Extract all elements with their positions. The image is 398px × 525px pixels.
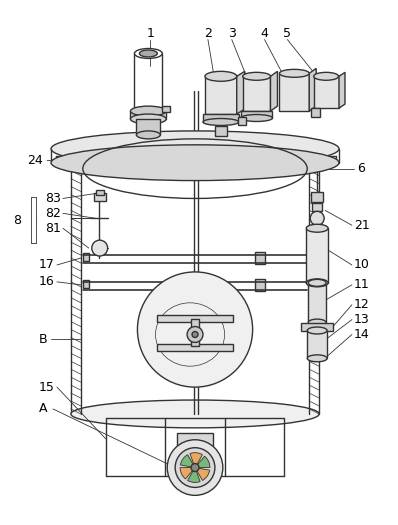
Wedge shape (187, 468, 200, 482)
Ellipse shape (131, 106, 166, 116)
Bar (255, 279, 265, 291)
Ellipse shape (81, 160, 309, 177)
Polygon shape (339, 72, 345, 108)
Ellipse shape (71, 400, 319, 428)
Ellipse shape (307, 327, 327, 334)
Bar (83, 280, 89, 288)
Bar (307, 331, 327, 359)
Bar (279, 74, 309, 111)
Ellipse shape (137, 131, 160, 139)
Ellipse shape (241, 114, 273, 121)
Polygon shape (237, 71, 245, 114)
Ellipse shape (139, 50, 157, 57)
Text: 13: 13 (354, 313, 370, 326)
Polygon shape (309, 68, 316, 111)
Bar (177, 433, 213, 449)
Bar (311, 108, 320, 117)
Bar (162, 106, 170, 112)
Text: 8: 8 (13, 214, 21, 227)
Bar (157, 314, 233, 322)
Bar (301, 322, 333, 331)
Circle shape (187, 327, 203, 342)
Bar (312, 203, 322, 212)
Bar (131, 111, 166, 119)
Bar (308, 283, 326, 322)
Text: 81: 81 (45, 222, 61, 235)
Text: 14: 14 (354, 328, 370, 341)
Bar (203, 114, 239, 122)
Circle shape (137, 272, 253, 387)
Circle shape (192, 331, 198, 338)
Bar (243, 76, 271, 111)
Bar (137, 119, 160, 135)
Text: B: B (39, 333, 48, 346)
Ellipse shape (308, 319, 326, 326)
Ellipse shape (51, 145, 339, 181)
Bar (96, 190, 103, 195)
Circle shape (310, 212, 324, 225)
Circle shape (175, 448, 215, 487)
Text: 5: 5 (283, 27, 291, 40)
Bar (83, 253, 89, 261)
Bar (306, 228, 328, 283)
Bar (314, 76, 339, 108)
Ellipse shape (243, 72, 271, 80)
Text: 12: 12 (354, 298, 370, 311)
Bar (215, 126, 227, 136)
Text: 2: 2 (204, 27, 212, 40)
Bar (255, 252, 265, 264)
Ellipse shape (51, 131, 339, 166)
Wedge shape (180, 455, 195, 468)
Polygon shape (271, 71, 277, 111)
Ellipse shape (71, 152, 319, 174)
Ellipse shape (314, 72, 339, 80)
Text: 1: 1 (146, 27, 154, 40)
Text: 3: 3 (228, 27, 236, 40)
Bar (191, 319, 199, 347)
Text: 10: 10 (354, 258, 370, 271)
Wedge shape (190, 453, 203, 468)
Text: 21: 21 (354, 219, 370, 232)
Bar (311, 193, 323, 203)
Bar (238, 117, 246, 125)
Ellipse shape (205, 71, 237, 81)
Ellipse shape (135, 48, 162, 58)
Circle shape (92, 240, 107, 256)
Ellipse shape (279, 69, 309, 77)
Circle shape (167, 440, 223, 496)
Text: A: A (39, 403, 48, 415)
Text: 24: 24 (27, 154, 43, 167)
Text: 17: 17 (39, 258, 55, 271)
Circle shape (191, 464, 199, 471)
Ellipse shape (307, 355, 327, 362)
Ellipse shape (306, 279, 328, 287)
Text: 6: 6 (357, 162, 365, 175)
Text: 16: 16 (39, 276, 55, 288)
Ellipse shape (306, 224, 328, 232)
Bar (241, 111, 273, 118)
Bar (157, 344, 233, 351)
Ellipse shape (131, 114, 166, 124)
Wedge shape (195, 456, 210, 468)
Bar (94, 194, 105, 202)
Ellipse shape (203, 119, 239, 125)
Wedge shape (180, 468, 195, 479)
Text: 15: 15 (39, 381, 55, 394)
Text: 4: 4 (261, 27, 269, 40)
Text: 82: 82 (45, 207, 61, 220)
Text: 11: 11 (354, 278, 370, 291)
Wedge shape (195, 468, 210, 480)
Text: 83: 83 (45, 192, 61, 205)
Ellipse shape (308, 279, 326, 286)
Bar (205, 76, 237, 114)
